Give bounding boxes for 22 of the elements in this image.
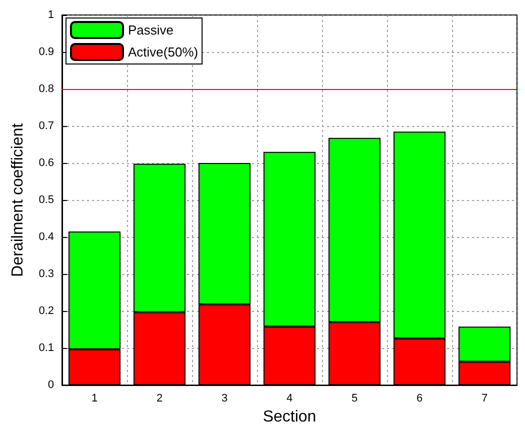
y-tick-label: 0.9: [38, 46, 54, 58]
y-tick-label: 0.5: [38, 194, 54, 206]
x-tick-label: 7: [481, 392, 488, 405]
y-axis-title: Derailment coefficient: [10, 122, 26, 277]
x-tick-label: 3: [221, 392, 228, 405]
x-tick-label: 2: [156, 392, 163, 405]
y-tick-label: 1: [48, 9, 54, 21]
legend-label: Active(50%): [128, 44, 198, 60]
y-tick-label: 0.1: [38, 342, 54, 354]
x-tick-label: 4: [286, 392, 293, 405]
y-tick-label: 0: [48, 379, 54, 392]
y-tick-label: 0.8: [38, 83, 54, 96]
y-tick-label: 0.4: [38, 231, 54, 244]
y-tick-label: 0.7: [38, 120, 54, 132]
x-tick-label: 6: [416, 392, 423, 405]
x-tick-label: 1: [91, 392, 98, 405]
y-tick-label: 0.6: [38, 157, 54, 170]
y-tick-label: 0.2: [38, 305, 54, 318]
y-tick-label: 0.3: [38, 268, 54, 280]
legend-label: Passive: [128, 22, 174, 38]
x-axis-title: Section: [262, 408, 316, 426]
x-tick-label: 5: [351, 392, 358, 405]
